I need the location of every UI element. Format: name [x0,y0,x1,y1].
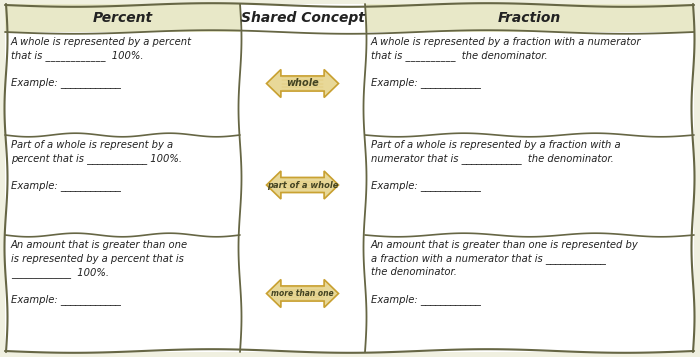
Text: Part of a whole is represented by a fraction with a: Part of a whole is represented by a frac… [371,140,621,150]
Text: that is ____________  100%.: that is ____________ 100%. [11,50,144,61]
Polygon shape [267,70,339,97]
FancyBboxPatch shape [365,4,694,32]
Text: An amount that is greater than one is represented by: An amount that is greater than one is re… [371,240,638,250]
Text: Example: ____________: Example: ____________ [11,77,121,89]
Text: a fraction with a numerator that is ____________: a fraction with a numerator that is ____… [371,253,606,265]
Polygon shape [267,280,339,307]
Text: A whole is represented by a percent: A whole is represented by a percent [11,37,192,47]
Text: Percent: Percent [92,11,153,25]
Text: Part of a whole is represent by a: Part of a whole is represent by a [11,140,173,150]
Text: that is __________  the denominator.: that is __________ the denominator. [371,50,547,61]
Text: Example: ____________: Example: ____________ [371,77,481,89]
Text: Shared Concept: Shared Concept [241,11,365,25]
Text: part of a whole: part of a whole [267,181,338,190]
Text: the denominator.: the denominator. [371,267,457,277]
Text: Example: ____________: Example: ____________ [371,294,481,305]
Text: A whole is represented by a fraction with a numerator: A whole is represented by a fraction wit… [371,37,641,47]
Text: Example: ____________: Example: ____________ [371,181,481,191]
Text: is represented by a percent that is: is represented by a percent that is [11,253,184,263]
Text: percent that is ____________ 100%.: percent that is ____________ 100%. [11,154,182,165]
Text: Example: ____________: Example: ____________ [11,181,121,191]
FancyBboxPatch shape [5,4,240,32]
Text: ____________  100%.: ____________ 100%. [11,267,109,278]
Text: numerator that is ____________  the denominator.: numerator that is ____________ the denom… [371,154,614,165]
Text: An amount that is greater than one: An amount that is greater than one [11,240,188,250]
Text: whole: whole [286,79,319,89]
Polygon shape [267,171,339,199]
Text: Example: ____________: Example: ____________ [11,294,121,305]
Text: more than one: more than one [271,289,334,298]
Text: Fraction: Fraction [498,11,561,25]
FancyBboxPatch shape [5,4,694,352]
